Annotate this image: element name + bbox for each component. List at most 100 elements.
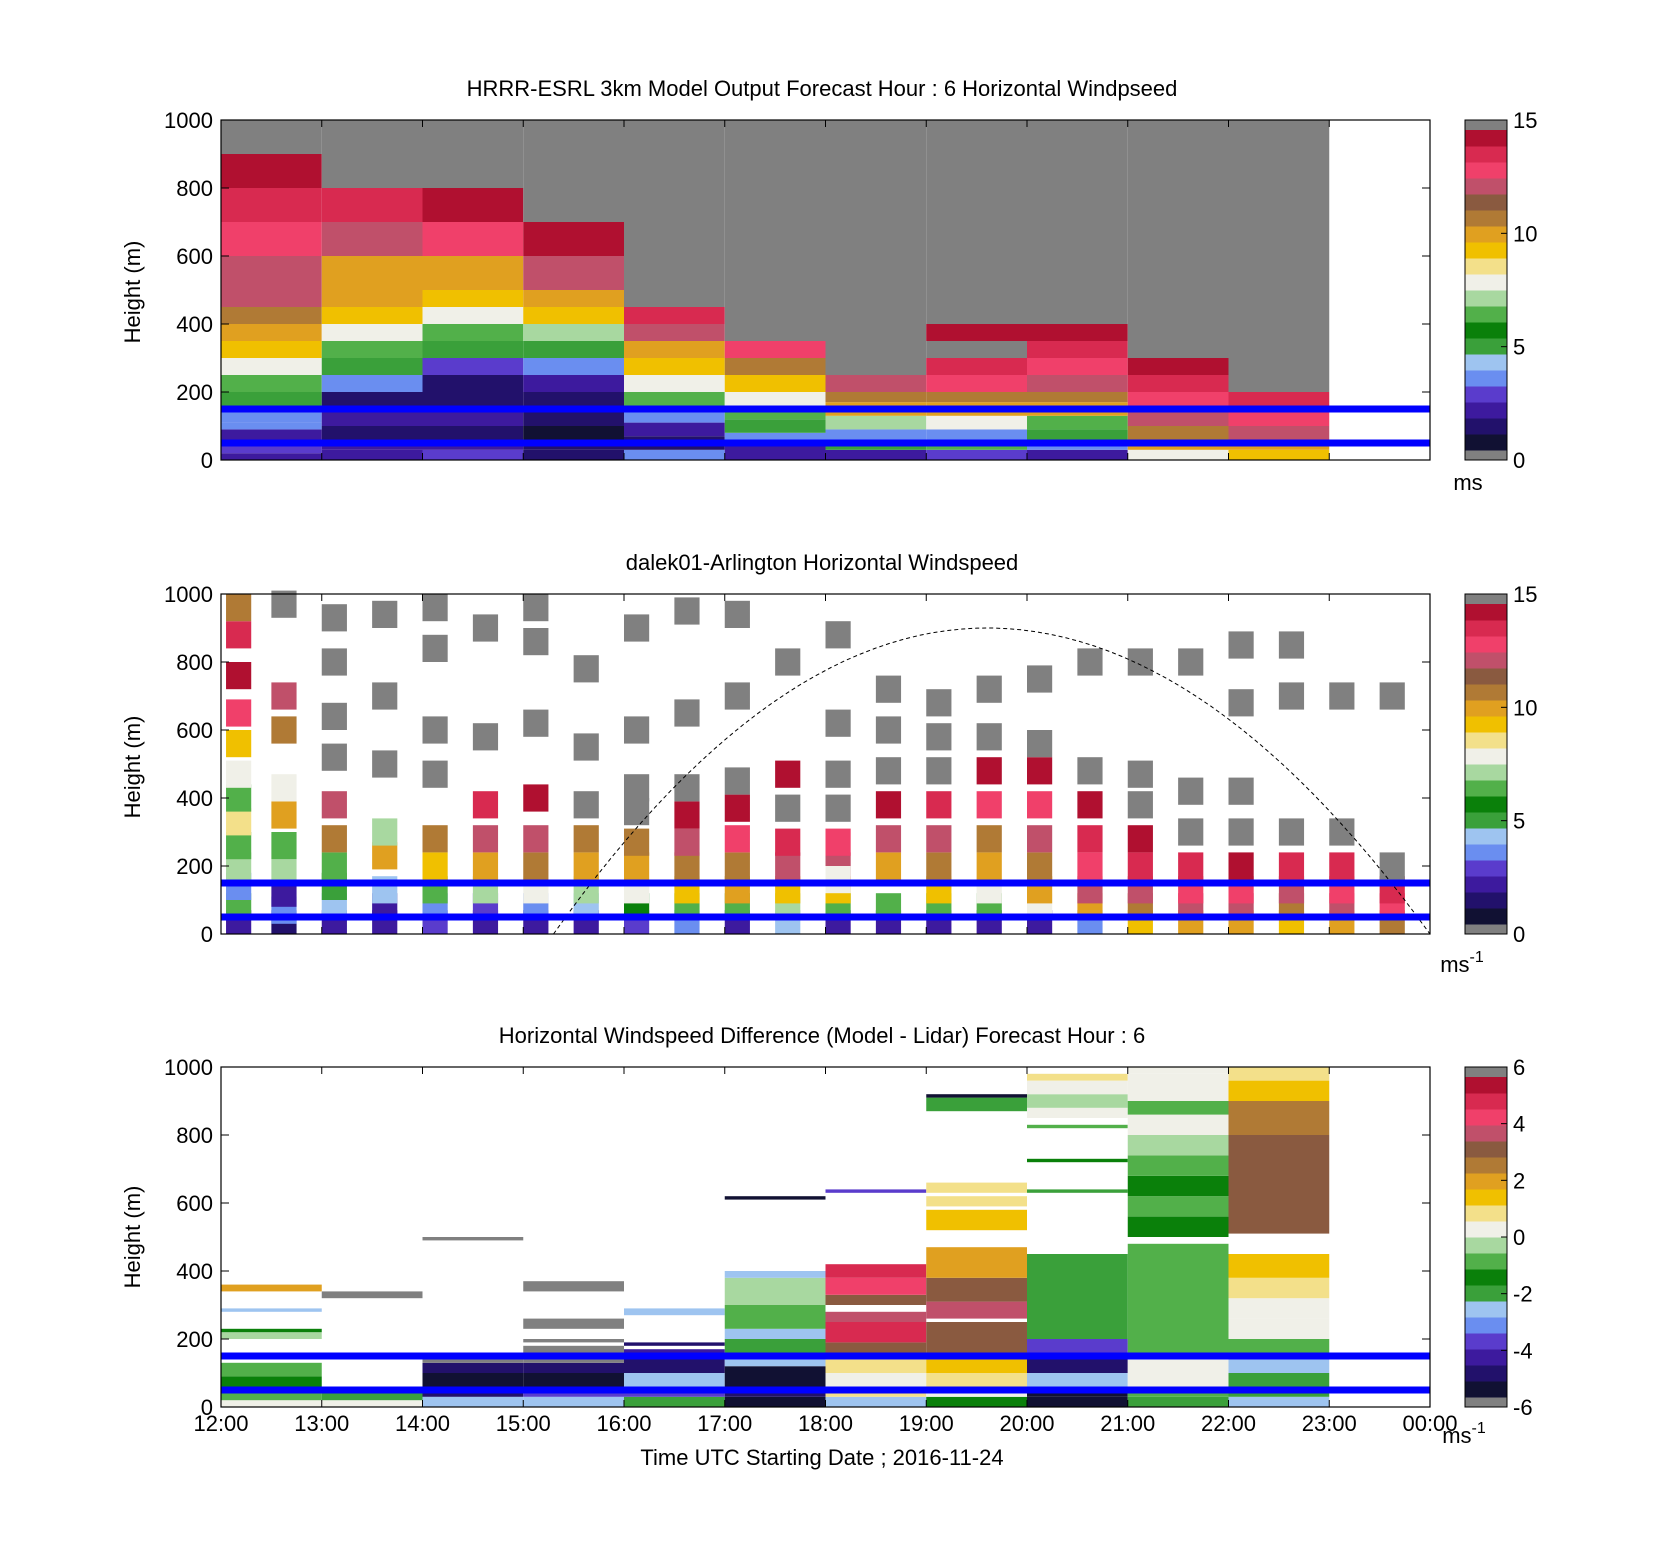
colorbar-swatch xyxy=(1465,1285,1507,1302)
heatmap-cell xyxy=(422,760,448,788)
colorbar-cap xyxy=(1465,450,1507,460)
heatmap-cell xyxy=(1077,825,1103,853)
heatmap-cell xyxy=(1278,682,1305,710)
heatmap-cell xyxy=(724,600,750,628)
y-axis-label: Height (m) xyxy=(120,1186,145,1289)
heatmap-cell xyxy=(523,222,624,256)
heatmap-cell xyxy=(226,699,252,727)
heatmap-cell xyxy=(926,1339,1027,1356)
colorbar-swatch xyxy=(1465,1349,1507,1366)
heatmap-cell xyxy=(321,324,423,341)
heatmap-cell xyxy=(1077,852,1103,880)
heatmap-cell xyxy=(724,1196,826,1200)
colorbar-tick-label: 0 xyxy=(1513,448,1525,473)
heatmap-cell xyxy=(221,375,322,392)
colorbar-frame xyxy=(1464,593,1508,935)
y-tick-label: 200 xyxy=(176,854,213,879)
heatmap-cell xyxy=(523,120,624,154)
heatmap-cell xyxy=(825,392,927,403)
heatmap-cell xyxy=(1228,852,1254,880)
heatmap-cell xyxy=(825,621,851,649)
heatmap-cell xyxy=(1027,1080,1128,1095)
heatmap-cell xyxy=(422,634,448,662)
heatmap-cell xyxy=(422,256,524,290)
heatmap-cell xyxy=(926,449,1027,460)
heatmap-cell xyxy=(624,307,725,324)
colorbar: 0 5 10 15 xyxy=(1464,582,1537,947)
colorbar-tick-label: -4 xyxy=(1513,1338,1533,1363)
y-tick-label: 0 xyxy=(201,448,213,473)
heatmap-cell xyxy=(321,604,347,632)
colorbar: 0 5 10 15 xyxy=(1464,108,1537,473)
colorbar-swatch xyxy=(1465,844,1507,861)
heatmap-cell xyxy=(724,341,826,358)
heatmap-cell xyxy=(624,614,650,642)
heatmap-cell xyxy=(1178,852,1204,880)
y-tick-label: 400 xyxy=(176,786,213,811)
heatmap-cell xyxy=(321,1291,423,1299)
heatmap-cell xyxy=(1027,1356,1128,1373)
heatmap-cell xyxy=(472,614,499,642)
heatmap-cell xyxy=(221,188,322,222)
heatmap-cell xyxy=(1027,307,1128,324)
heatmap-cell xyxy=(624,798,650,826)
panel-title: dalek01-Arlington Horizontal Windspeed xyxy=(626,550,1019,575)
heatmap-cell xyxy=(926,825,952,853)
colorbar-swatch xyxy=(1465,780,1507,797)
heatmap-cell xyxy=(624,341,725,358)
heatmap-cell xyxy=(321,648,347,676)
colorbar-swatch xyxy=(1465,322,1507,339)
heatmap-cell xyxy=(1127,825,1153,853)
heatmap-cell xyxy=(724,419,826,433)
colorbar-swatch xyxy=(1465,338,1507,355)
heatmap-cell xyxy=(221,422,322,430)
y-tick-label: 0 xyxy=(201,922,213,947)
colorbar-tick-label: 5 xyxy=(1513,809,1525,834)
colorbar-swatch xyxy=(1465,1301,1507,1318)
heatmap-cell xyxy=(422,409,524,426)
heatmap-cell xyxy=(271,682,297,710)
heatmap-cell xyxy=(321,702,347,730)
colorbar-tick-label: 6 xyxy=(1513,1055,1525,1080)
heatmap-cell xyxy=(976,723,1002,751)
heatmap-cell xyxy=(1077,791,1103,819)
heatmap-cell xyxy=(1027,392,1128,403)
heatmap-cell xyxy=(523,409,624,426)
heatmap-cell xyxy=(523,307,624,324)
heatmap-cell xyxy=(523,341,624,358)
heatmap-cell xyxy=(724,120,826,324)
heatmap-cell xyxy=(926,341,1027,358)
heatmap-cell xyxy=(1127,341,1229,358)
colorbar-swatch xyxy=(1465,1157,1507,1174)
heatmap-cell xyxy=(1329,852,1355,880)
heatmap-cell xyxy=(472,791,499,819)
heatmap-cell xyxy=(1228,689,1254,717)
heatmap-cell xyxy=(825,1311,927,1322)
heatmap-cell xyxy=(825,1277,927,1295)
heatmap-cell xyxy=(1278,818,1305,846)
colorbar-swatch xyxy=(1465,290,1507,307)
colorbar-tick-label: 0 xyxy=(1513,1225,1525,1250)
heatmap-cell xyxy=(825,828,851,856)
heatmap-cell xyxy=(724,1366,826,1387)
y-tick-label: 800 xyxy=(176,176,213,201)
heatmap-cell xyxy=(1127,1305,1229,1339)
heatmap-cell xyxy=(1228,1298,1330,1319)
heatmap-cell xyxy=(422,716,448,744)
heatmap-cell xyxy=(624,154,725,188)
heatmap-cell xyxy=(422,341,524,358)
heatmap-cell xyxy=(1127,375,1229,392)
heatmap-cell xyxy=(321,188,423,222)
colorbar-swatch xyxy=(1465,716,1507,733)
y-tick-label: 600 xyxy=(176,1191,213,1216)
heatmap-cell xyxy=(724,1356,826,1367)
colorbar-swatch xyxy=(1465,1109,1507,1126)
heatmap-cell xyxy=(825,449,927,460)
heatmap-cell xyxy=(1127,1135,1229,1156)
colorbar-tick-label: 15 xyxy=(1513,108,1537,133)
colorbar-swatch xyxy=(1465,748,1507,765)
panel-lidar: dalek01-Arlington Horizontal Windspeed 0… xyxy=(120,550,1537,977)
colorbar-swatch xyxy=(1465,684,1507,701)
colorbar-unit: ms xyxy=(1453,470,1482,495)
